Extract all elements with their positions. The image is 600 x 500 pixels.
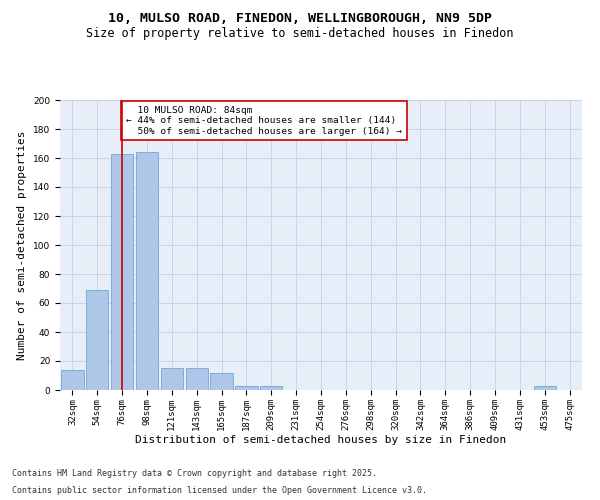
Text: 10, MULSO ROAD, FINEDON, WELLINGBOROUGH, NN9 5DP: 10, MULSO ROAD, FINEDON, WELLINGBOROUGH,… [108,12,492,26]
Bar [185,368,208,390]
Bar [111,154,133,390]
Y-axis label: Number of semi-detached properties: Number of semi-detached properties [17,130,28,360]
Text: Contains HM Land Registry data © Crown copyright and database right 2025.: Contains HM Land Registry data © Crown c… [12,468,377,477]
Bar [61,370,83,390]
Bar [86,290,109,390]
Bar [260,386,283,390]
Bar [211,372,233,390]
Bar [136,152,158,390]
Bar [235,386,257,390]
Text: 10 MULSO ROAD: 84sqm
← 44% of semi-detached houses are smaller (144)
  50% of se: 10 MULSO ROAD: 84sqm ← 44% of semi-detac… [126,106,402,136]
Text: Contains public sector information licensed under the Open Government Licence v3: Contains public sector information licen… [12,486,427,495]
X-axis label: Distribution of semi-detached houses by size in Finedon: Distribution of semi-detached houses by … [136,436,506,446]
Text: Size of property relative to semi-detached houses in Finedon: Size of property relative to semi-detach… [86,28,514,40]
Bar [161,368,183,390]
Bar [533,386,556,390]
